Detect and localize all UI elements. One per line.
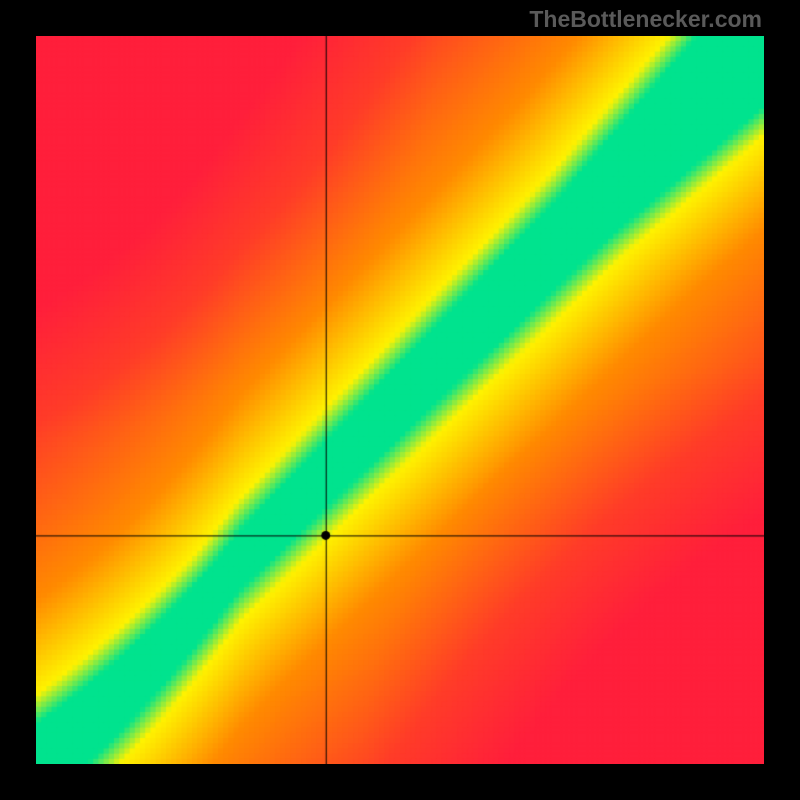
heatmap-canvas [36,36,764,764]
root-container: TheBottlenecker.com [0,0,800,800]
attribution-text: TheBottlenecker.com [529,6,762,33]
heatmap-plot [36,36,764,764]
